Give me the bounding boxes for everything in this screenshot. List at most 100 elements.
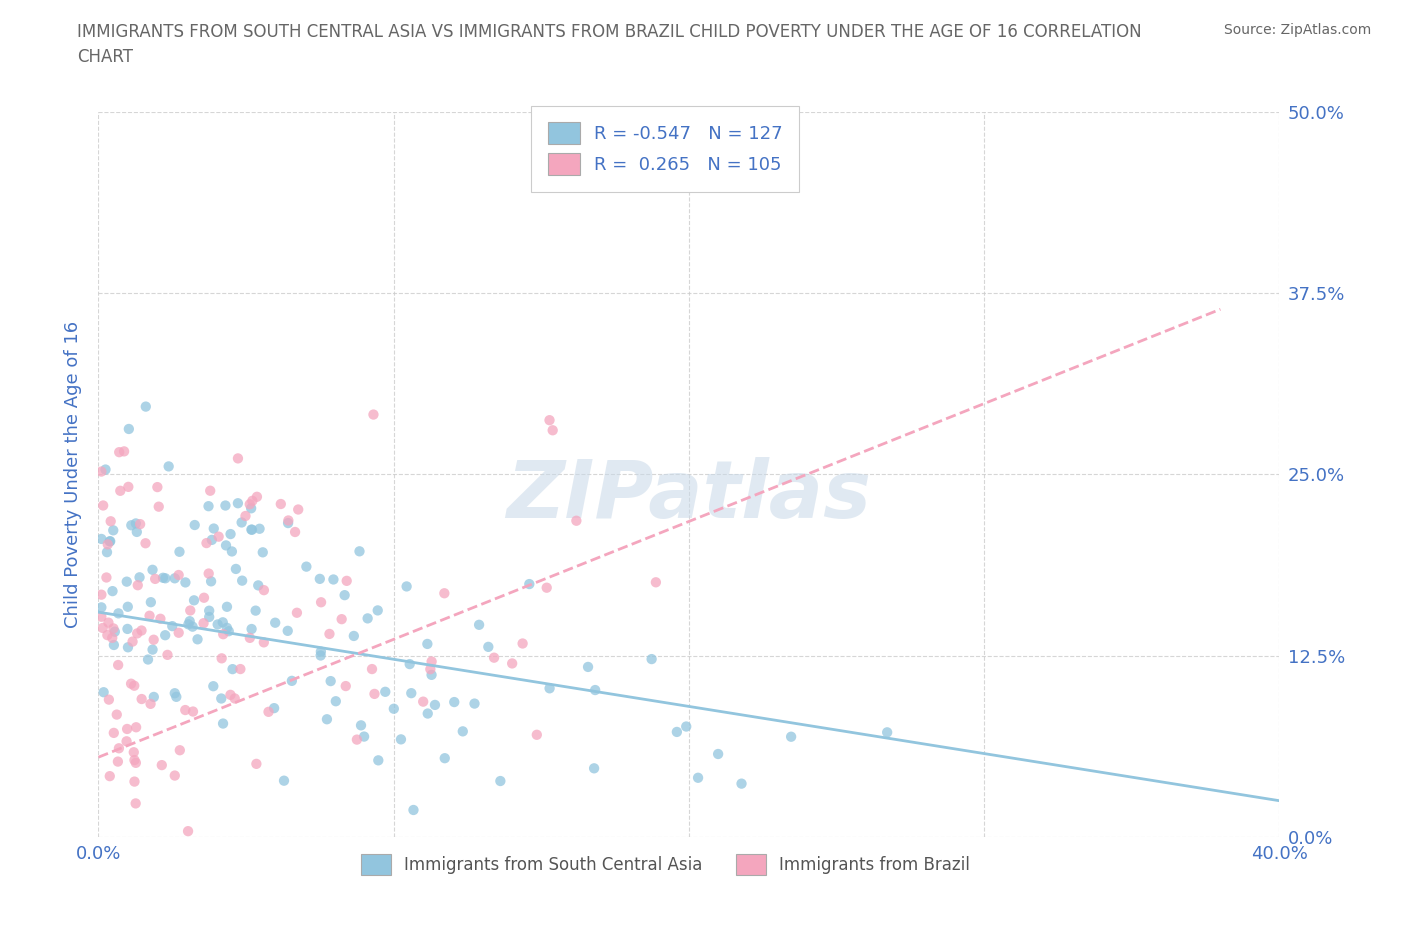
- Point: [90, 531, 112, 546]
- Point: [149, 611, 172, 626]
- Point: [110, 484, 132, 498]
- Point: [249, 522, 271, 537]
- Point: [239, 497, 262, 512]
- Point: [382, 701, 405, 716]
- Point: [318, 627, 340, 642]
- Point: [277, 513, 299, 528]
- Point: [118, 421, 141, 436]
- Point: [361, 661, 384, 676]
- Point: [138, 608, 160, 623]
- Point: [285, 605, 308, 620]
- Point: [115, 734, 138, 749]
- Point: [134, 536, 156, 551]
- Point: [117, 621, 139, 636]
- Point: [90, 464, 112, 479]
- Point: [193, 591, 215, 605]
- Point: [367, 603, 389, 618]
- Point: [139, 697, 162, 711]
- Point: [240, 501, 263, 516]
- Point: [264, 616, 287, 631]
- Point: [104, 624, 127, 639]
- Point: [157, 459, 180, 474]
- Point: [90, 587, 112, 602]
- Point: [395, 579, 418, 594]
- Point: [96, 628, 118, 643]
- Point: [350, 718, 373, 733]
- Point: [155, 571, 177, 586]
- Point: [93, 684, 115, 699]
- Point: [246, 489, 269, 504]
- Point: [131, 692, 153, 707]
- Point: [212, 627, 235, 642]
- Point: [120, 518, 142, 533]
- Point: [139, 595, 162, 610]
- Point: [127, 578, 149, 592]
- Point: [253, 635, 276, 650]
- Point: [197, 498, 219, 513]
- Point: [374, 684, 396, 699]
- Point: [333, 588, 356, 603]
- Point: [443, 695, 465, 710]
- Point: [277, 515, 299, 530]
- Point: [91, 620, 114, 635]
- Point: [181, 704, 204, 719]
- Point: [169, 544, 191, 559]
- Point: [181, 619, 204, 634]
- Point: [163, 685, 186, 700]
- Point: [96, 570, 118, 585]
- Point: [179, 603, 201, 618]
- Point: [177, 824, 200, 839]
- Point: [218, 624, 240, 639]
- Point: [115, 722, 138, 737]
- Point: [565, 513, 588, 528]
- Point: [108, 741, 131, 756]
- Point: [640, 652, 662, 667]
- Point: [538, 681, 561, 696]
- Point: [367, 753, 389, 768]
- Point: [389, 732, 412, 747]
- Point: [201, 533, 224, 548]
- Point: [96, 545, 118, 560]
- Point: [226, 451, 249, 466]
- Point: [90, 609, 112, 624]
- Point: [107, 754, 129, 769]
- Point: [131, 623, 153, 638]
- Point: [463, 697, 485, 711]
- Point: [576, 659, 599, 674]
- Point: [202, 679, 225, 694]
- Point: [780, 729, 803, 744]
- Point: [148, 499, 170, 514]
- Point: [489, 774, 512, 789]
- Point: [319, 673, 342, 688]
- Point: [97, 692, 120, 707]
- Point: [245, 604, 267, 618]
- Point: [420, 668, 443, 683]
- Point: [174, 575, 197, 590]
- Point: [287, 502, 309, 517]
- Point: [195, 536, 218, 551]
- Point: [644, 575, 666, 590]
- Point: [115, 574, 138, 589]
- Point: [512, 636, 534, 651]
- Point: [163, 571, 186, 586]
- Point: [125, 755, 148, 770]
- Point: [295, 559, 318, 574]
- Point: [98, 534, 121, 549]
- Point: [335, 679, 357, 694]
- Point: [330, 612, 353, 627]
- Point: [127, 626, 149, 641]
- Point: [211, 615, 233, 630]
- Point: [416, 636, 439, 651]
- Point: [247, 578, 270, 592]
- Point: [112, 444, 135, 458]
- Legend: Immigrants from South Central Asia, Immigrants from Brazil: Immigrants from South Central Asia, Immi…: [353, 846, 979, 884]
- Point: [98, 534, 121, 549]
- Point: [245, 756, 267, 771]
- Point: [103, 621, 125, 636]
- Point: [107, 606, 129, 621]
- Point: [730, 777, 752, 791]
- Point: [208, 529, 231, 544]
- Point: [103, 523, 125, 538]
- Point: [239, 631, 262, 645]
- Point: [240, 494, 263, 509]
